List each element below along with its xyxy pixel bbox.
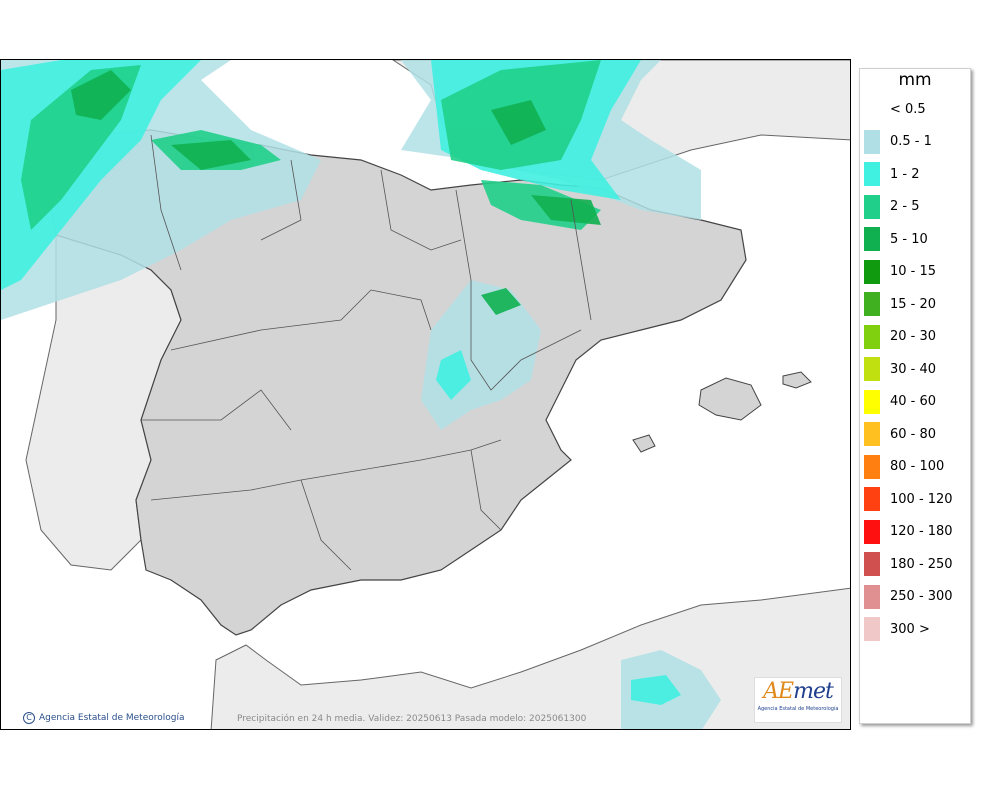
- legend-label: 80 - 100: [890, 459, 945, 474]
- legend-item: 5 - 10: [864, 227, 928, 251]
- legend: mm < 0.5 0.5 - 1 1 - 2 2 - 5 5 - 10 10 - 15 15…: [859, 68, 971, 724]
- legend-label: 40 - 60: [890, 394, 937, 409]
- credit-text: Agencia Estatal de Meteorología: [39, 713, 185, 723]
- legend-label: 60 - 80: [890, 426, 937, 442]
- legend-item: 180 - 250: [864, 552, 953, 576]
- legend-label: 180 - 250: [890, 556, 953, 572]
- legend-label: 300 >: [890, 621, 930, 637]
- region-borders: [141, 134, 592, 571]
- legend-label: 120 - 180: [890, 524, 953, 539]
- legend-swatch: [864, 227, 880, 251]
- spain-land: [40, 129, 747, 636]
- legend-label: 2 - 5: [890, 199, 920, 214]
- legend-item: 10 - 15: [864, 259, 937, 284]
- menorca: [782, 371, 812, 389]
- legend-swatch: [864, 162, 880, 186]
- legend-swatch: [864, 519, 880, 544]
- legend-swatch: [864, 194, 880, 219]
- ibiza: [632, 434, 656, 453]
- logo-wordmark: AEmet: [763, 679, 834, 704]
- legend-item: 120 - 180: [864, 519, 953, 544]
- mallorca: [698, 377, 762, 421]
- legend-swatch: [864, 357, 880, 381]
- legend-item: 80 - 100: [864, 454, 945, 479]
- legend-unit: mm: [898, 70, 932, 90]
- legend-swatch: [864, 487, 880, 511]
- logo-subtitle: Agencia Estatal de Meteorología: [757, 706, 839, 712]
- validity-text: Precipitación en 24 h media. Validez: 20…: [237, 714, 587, 724]
- legend-label: 100 - 120: [890, 491, 953, 507]
- legend-label: < 0.5: [890, 101, 926, 117]
- copyright-icon: C: [23, 712, 35, 724]
- legend-swatch: [864, 389, 880, 414]
- legend-label: 15 - 20: [890, 296, 937, 312]
- legend-label: 0.5 - 1: [890, 134, 932, 149]
- legend-item: < 0.5: [864, 97, 926, 121]
- legend-label: 30 - 40: [890, 361, 937, 377]
- legend-swatch: [864, 454, 880, 479]
- legend-swatch: [864, 584, 880, 609]
- legend-item: 60 - 80: [864, 422, 936, 446]
- legend-swatch: [864, 97, 880, 121]
- precip-very-heavy: [71, 70, 601, 315]
- legend-item: 300 >: [864, 617, 930, 641]
- legend-item: 100 - 120: [864, 487, 953, 511]
- legend-item: 2 - 5: [864, 194, 920, 219]
- legend-swatch: [864, 259, 880, 284]
- legend-label: 250 - 300: [890, 589, 953, 604]
- legend-item: 30 - 40: [864, 357, 936, 381]
- map-canvas: [1, 60, 850, 729]
- aemet-logo: AEmet Agencia Estatal de Meteorología: [754, 677, 842, 723]
- legend-swatch: [864, 552, 880, 576]
- aemet-credit: C Agencia Estatal de Meteorología: [23, 712, 185, 724]
- legend-swatch: [864, 324, 880, 349]
- legend-item: 15 - 20: [864, 292, 936, 316]
- legend-item: 40 - 60: [864, 389, 937, 414]
- legend-swatch: [864, 292, 880, 316]
- legend-label: 5 - 10: [890, 231, 928, 247]
- precipitation-map: C Agencia Estatal de Meteorología Precip…: [0, 59, 851, 730]
- legend-item: 250 - 300: [864, 584, 953, 609]
- legend-label: 20 - 30: [890, 329, 937, 344]
- legend-label: 1 - 2: [890, 166, 920, 182]
- legend-swatch: [864, 617, 880, 641]
- legend-swatch: [864, 129, 880, 154]
- legend-item: 1 - 2: [864, 162, 920, 186]
- legend-label: 10 - 15: [890, 264, 937, 279]
- legend-item: 0.5 - 1: [864, 129, 932, 154]
- legend-item: 20 - 30: [864, 324, 937, 349]
- legend-swatch: [864, 422, 880, 446]
